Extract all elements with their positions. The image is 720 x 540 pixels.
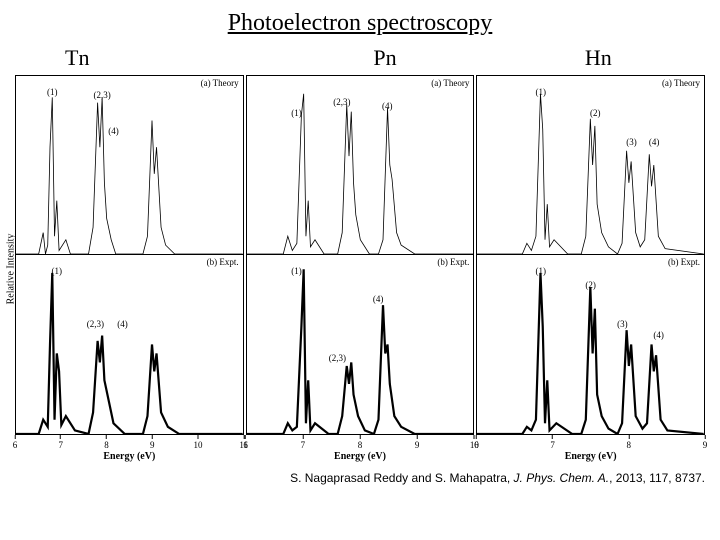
peak-label: (2,3) [329, 353, 346, 363]
x-tick: 7 [301, 435, 306, 450]
spectra-column: (a) Theory (1) (2,3) (4) (b) Expt. (1) (2,3) (4… [15, 75, 244, 463]
peak-label: (2,3) [87, 319, 104, 329]
citation-authors: S. Nagaprasad Reddy and S. Mahapatra, [290, 471, 510, 485]
x-axis: 678910Energy (eV) [246, 435, 475, 463]
peak-label: (1) [47, 87, 58, 97]
x-tick: 6 [474, 435, 479, 450]
x-axis-label: Energy (eV) [476, 451, 705, 462]
peak-label: (4) [382, 101, 393, 111]
x-tick: 7 [550, 435, 555, 450]
x-tick: 7 [58, 435, 63, 450]
peak-label: (3) [617, 319, 628, 329]
x-tick: 9 [703, 435, 708, 450]
x-tick: 9 [150, 435, 155, 450]
spectra-column: (a) Theory (1) (2) (3) (4) (b) Expt. (1) (2) (3)… [476, 75, 705, 463]
page-title: Photoelectron spectroscopy [15, 10, 705, 37]
peak-label: (1) [291, 266, 302, 276]
peak-label: (2,3) [94, 90, 111, 100]
peak-label: (1) [536, 266, 547, 276]
column-headers: Tn Pn Hn [15, 45, 705, 71]
spectrum-panel: (b) Expt. (1) (2,3) (4) [246, 255, 475, 435]
peak-label: (1) [291, 108, 302, 118]
spectrum-panel: (b) Expt. (1) (2) (3) (4) [476, 255, 705, 435]
peak-label: (2,3) [333, 97, 350, 107]
col-header-tn: Tn [15, 45, 278, 71]
x-tick: 10 [193, 435, 202, 450]
peak-label: (1) [536, 87, 547, 97]
spectrum-panel: (b) Expt. (1) (2,3) (4) [15, 255, 244, 435]
panel-tag: (a) Theory [201, 78, 239, 88]
spectra-grid: Relative Intensity (a) Theory(1)(2,3)(4)… [15, 75, 705, 463]
x-tick: 9 [415, 435, 420, 450]
peak-label: (4) [373, 294, 384, 304]
x-tick: 8 [104, 435, 109, 450]
peak-label: (3) [626, 137, 637, 147]
spectra-column: (a) Theory (1) (2,3) (4) (b) Expt. (1) (2,3) (4… [246, 75, 475, 463]
spectrum-panel: (a) Theory (1) (2,3) (4) [246, 75, 475, 255]
peak-label: (2) [585, 280, 596, 290]
panel-tag: (b) Expt. [207, 257, 239, 267]
peak-label: (1) [52, 266, 63, 276]
spectrum-panel: (a) Theory (1) (2,3) (4) [15, 75, 244, 255]
peak-label: (4) [649, 137, 660, 147]
citation-journal: J. Phys. Chem. A. [514, 471, 610, 485]
panel-tag: (b) Expt. [668, 257, 700, 267]
panel-tag: (a) Theory [431, 78, 469, 88]
peak-label: (4) [117, 319, 128, 329]
citation-rest: , 2013, 117, 8737. [609, 471, 705, 485]
x-axis-label: Energy (eV) [15, 451, 244, 462]
panel-tag: (b) Expt. [437, 257, 469, 267]
col-header-hn: Hn [492, 45, 705, 71]
x-axis-label: Energy (eV) [246, 451, 475, 462]
x-tick: 6 [13, 435, 18, 450]
x-tick: 8 [627, 435, 632, 450]
x-axis: 67891011Energy (eV) [15, 435, 244, 463]
x-tick: 8 [358, 435, 363, 450]
panel-tag: (a) Theory [662, 78, 700, 88]
peak-label: (4) [653, 330, 664, 340]
spectrum-panel: (a) Theory (1) (2) (3) (4) [476, 75, 705, 255]
x-tick: 6 [243, 435, 248, 450]
col-header-pn: Pn [278, 45, 491, 71]
peak-label: (2) [590, 108, 601, 118]
x-axis: 6 7 8 9Energy (eV) [476, 435, 705, 463]
peak-label: (4) [108, 126, 119, 136]
citation: S. Nagaprasad Reddy and S. Mahapatra, J.… [15, 471, 705, 485]
